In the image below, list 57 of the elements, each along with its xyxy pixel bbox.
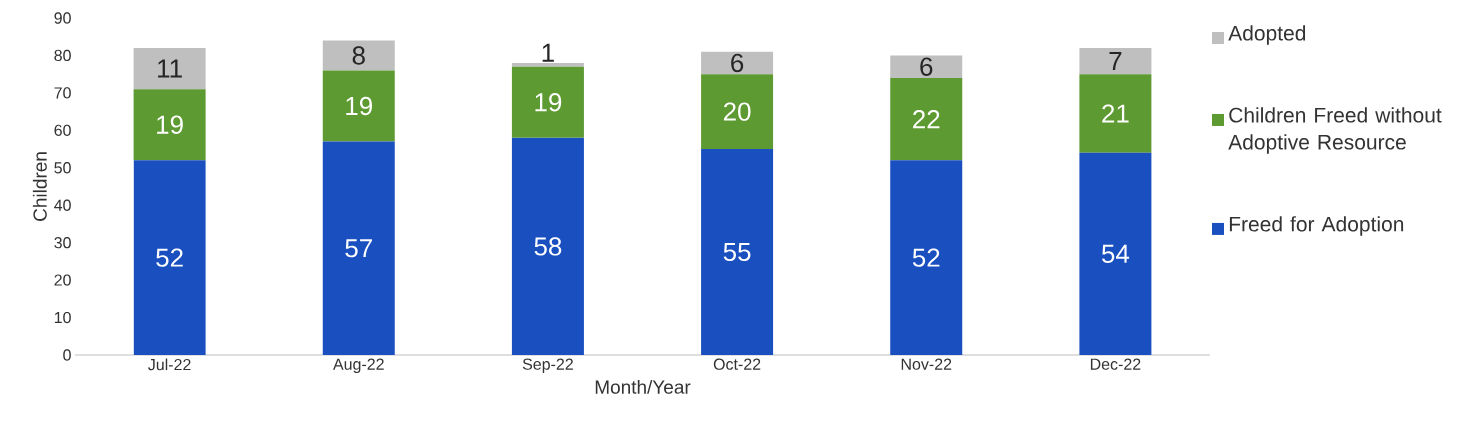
data-label: 58 (534, 237, 562, 256)
data-label: 8 (352, 46, 365, 65)
bar (701, 149, 774, 355)
data-label: 6 (920, 57, 933, 76)
y-tick-label: 60 (54, 124, 71, 136)
data-label: 55 (723, 242, 751, 262)
data-label: 21 (1102, 104, 1129, 123)
data-label: 54 (1101, 244, 1130, 263)
bar (322, 141, 395, 355)
bar (322, 70, 395, 142)
data-label: 19 (346, 96, 372, 116)
data-label: 7 (1109, 52, 1122, 70)
data-label: 19 (157, 115, 183, 134)
data-label: 19 (535, 93, 562, 112)
bar (133, 89, 206, 161)
y-tick-label: 20 (54, 274, 71, 286)
bar (322, 40, 395, 71)
y-tick-label: 80 (54, 49, 71, 62)
x-tick-label: Jul-22 (148, 358, 191, 371)
bar (701, 74, 774, 150)
x-tick-label: Sep-22 (522, 358, 573, 374)
y-tick-label: 30 (54, 237, 71, 249)
x-tick-label: Dec-22 (1090, 358, 1141, 370)
bar (1079, 47, 1152, 75)
y-tick-label: 70 (54, 87, 71, 99)
bar (511, 137, 584, 355)
legend-label: Children Freed without Adoptive Resource (1228, 107, 1442, 154)
data-label: 52 (912, 248, 940, 267)
x-tick-label: Oct-22 (713, 358, 761, 370)
bar (890, 55, 963, 78)
bar (701, 51, 774, 75)
legend-label: Adopted (1228, 25, 1306, 45)
y-tick-label: 10 (54, 311, 71, 324)
y-tick-label: 50 (54, 162, 71, 174)
data-label: 22 (913, 110, 940, 129)
y-axis-title: Children (32, 152, 47, 221)
bar (1079, 74, 1152, 153)
legend-label: Freed for Adoption (1229, 216, 1404, 236)
bar (133, 47, 206, 90)
bar (890, 77, 963, 161)
data-label: 57 (345, 239, 372, 258)
data-label: 6 (731, 53, 744, 73)
data-label: 11 (158, 59, 182, 78)
bar (511, 66, 584, 138)
y-tick-label: 90 (54, 12, 71, 24)
data-label: 1 (542, 43, 554, 62)
bar (133, 160, 206, 355)
data-label: 20 (723, 102, 751, 121)
y-tick-label: 0 (63, 349, 71, 361)
data-label: 52 (156, 248, 183, 267)
bar (890, 160, 963, 355)
x-tick-label: Nov-22 (901, 358, 952, 370)
x-axis-title: Month/Year (595, 379, 691, 394)
bar (511, 62, 584, 67)
x-tick-label: Aug-22 (333, 358, 384, 374)
y-tick-label: 40 (54, 199, 71, 211)
bar (1079, 152, 1152, 355)
